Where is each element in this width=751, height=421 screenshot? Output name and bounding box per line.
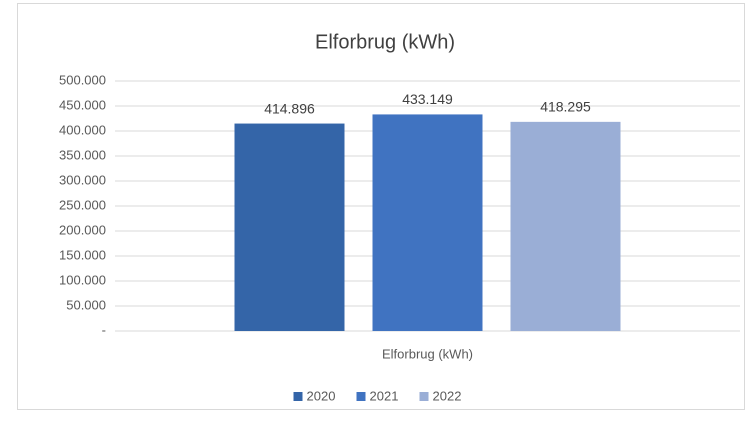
legend-swatch bbox=[419, 392, 429, 401]
legend-swatch bbox=[356, 392, 366, 401]
bar bbox=[510, 121, 621, 331]
y-tick-label: 150.000 bbox=[59, 247, 106, 262]
y-tick-label: 450.000 bbox=[59, 97, 106, 112]
y-tick-label: 100.000 bbox=[59, 272, 106, 287]
y-tick-label: 300.000 bbox=[59, 172, 106, 187]
y-tick-label: 200.000 bbox=[59, 222, 106, 237]
bar bbox=[234, 123, 345, 331]
y-tick-label: 500.000 bbox=[59, 72, 106, 87]
y-tick-label: 250.000 bbox=[59, 197, 106, 212]
legend-label: 2021 bbox=[370, 388, 399, 403]
y-tick-label: 50.000 bbox=[66, 297, 106, 312]
chart-title: Elforbrug (kWh) bbox=[315, 31, 455, 53]
y-tick-label: 400.000 bbox=[59, 122, 106, 137]
data-label: 433.149 bbox=[402, 91, 453, 107]
bar bbox=[372, 114, 483, 331]
y-tick-label: 350.000 bbox=[59, 147, 106, 162]
legend-swatch bbox=[293, 392, 303, 401]
legend-label: 2022 bbox=[433, 388, 462, 403]
y-tick-label: - bbox=[102, 322, 106, 337]
x-tick-label: Elforbrug (kWh) bbox=[382, 346, 473, 361]
data-label: 418.295 bbox=[540, 99, 591, 115]
data-label: 414.896 bbox=[264, 100, 315, 116]
legend-label: 2020 bbox=[307, 388, 336, 403]
